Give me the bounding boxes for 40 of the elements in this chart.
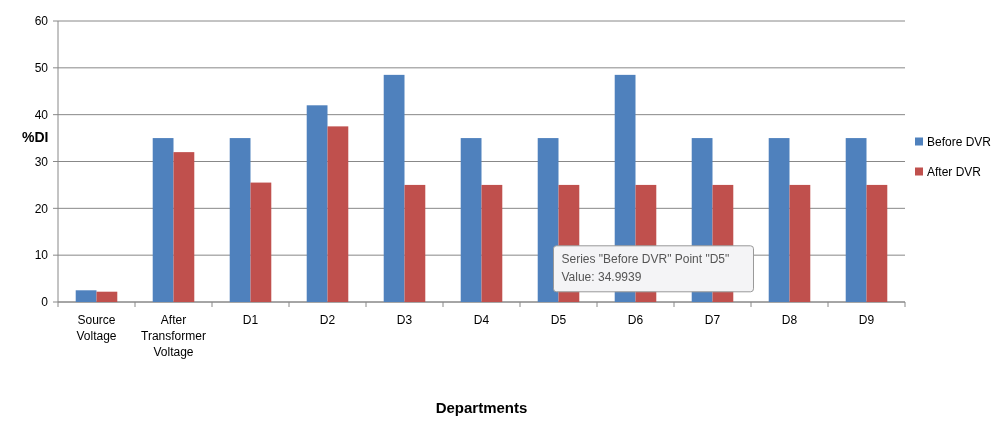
x-tick-label: D3 [396,313,413,327]
bar [383,74,405,302]
y-axis-title: %DI [22,128,49,145]
y-tick-label: 60 [34,14,49,29]
bar [75,290,97,302]
bar [537,138,559,302]
x-tick-label: Source Voltage [76,313,117,343]
x-tick-label: D6 [627,313,644,327]
bar [152,138,174,302]
x-tick-label: D7 [704,313,721,327]
bar [789,184,811,302]
x-tick-label: D5 [550,313,567,327]
y-tick-label: 0 [41,295,49,310]
legend-label: Before DVR [927,134,992,149]
bar [96,291,118,302]
y-tick-label: 50 [34,61,49,76]
x-tick-label: After Transformer Voltage [141,313,206,359]
x-tick-label: D1 [242,313,259,327]
bar [768,138,790,302]
x-tick-label: D2 [319,313,336,327]
bar [250,182,272,302]
x-tick-label: D9 [858,313,875,327]
bar [460,138,482,302]
legend-label: After DVR [927,164,982,179]
y-tick-label: 30 [34,154,49,169]
y-tick-label: 40 [34,107,49,122]
bar [481,184,503,302]
bar [229,138,251,302]
y-tick-label: 10 [34,248,49,263]
bar [404,184,426,302]
x-tick-label: D4 [473,313,490,327]
bar [845,138,867,302]
annotation: Series "Before DVR" Point "D5" Value: 34.9939 [561,251,730,284]
x-tick-label: D8 [781,313,798,327]
x-axis-title: Departments [435,399,528,416]
bar [866,184,888,302]
bar [327,126,349,302]
y-tick-label: 20 [34,201,49,216]
bar [306,105,328,302]
bar [173,152,195,302]
